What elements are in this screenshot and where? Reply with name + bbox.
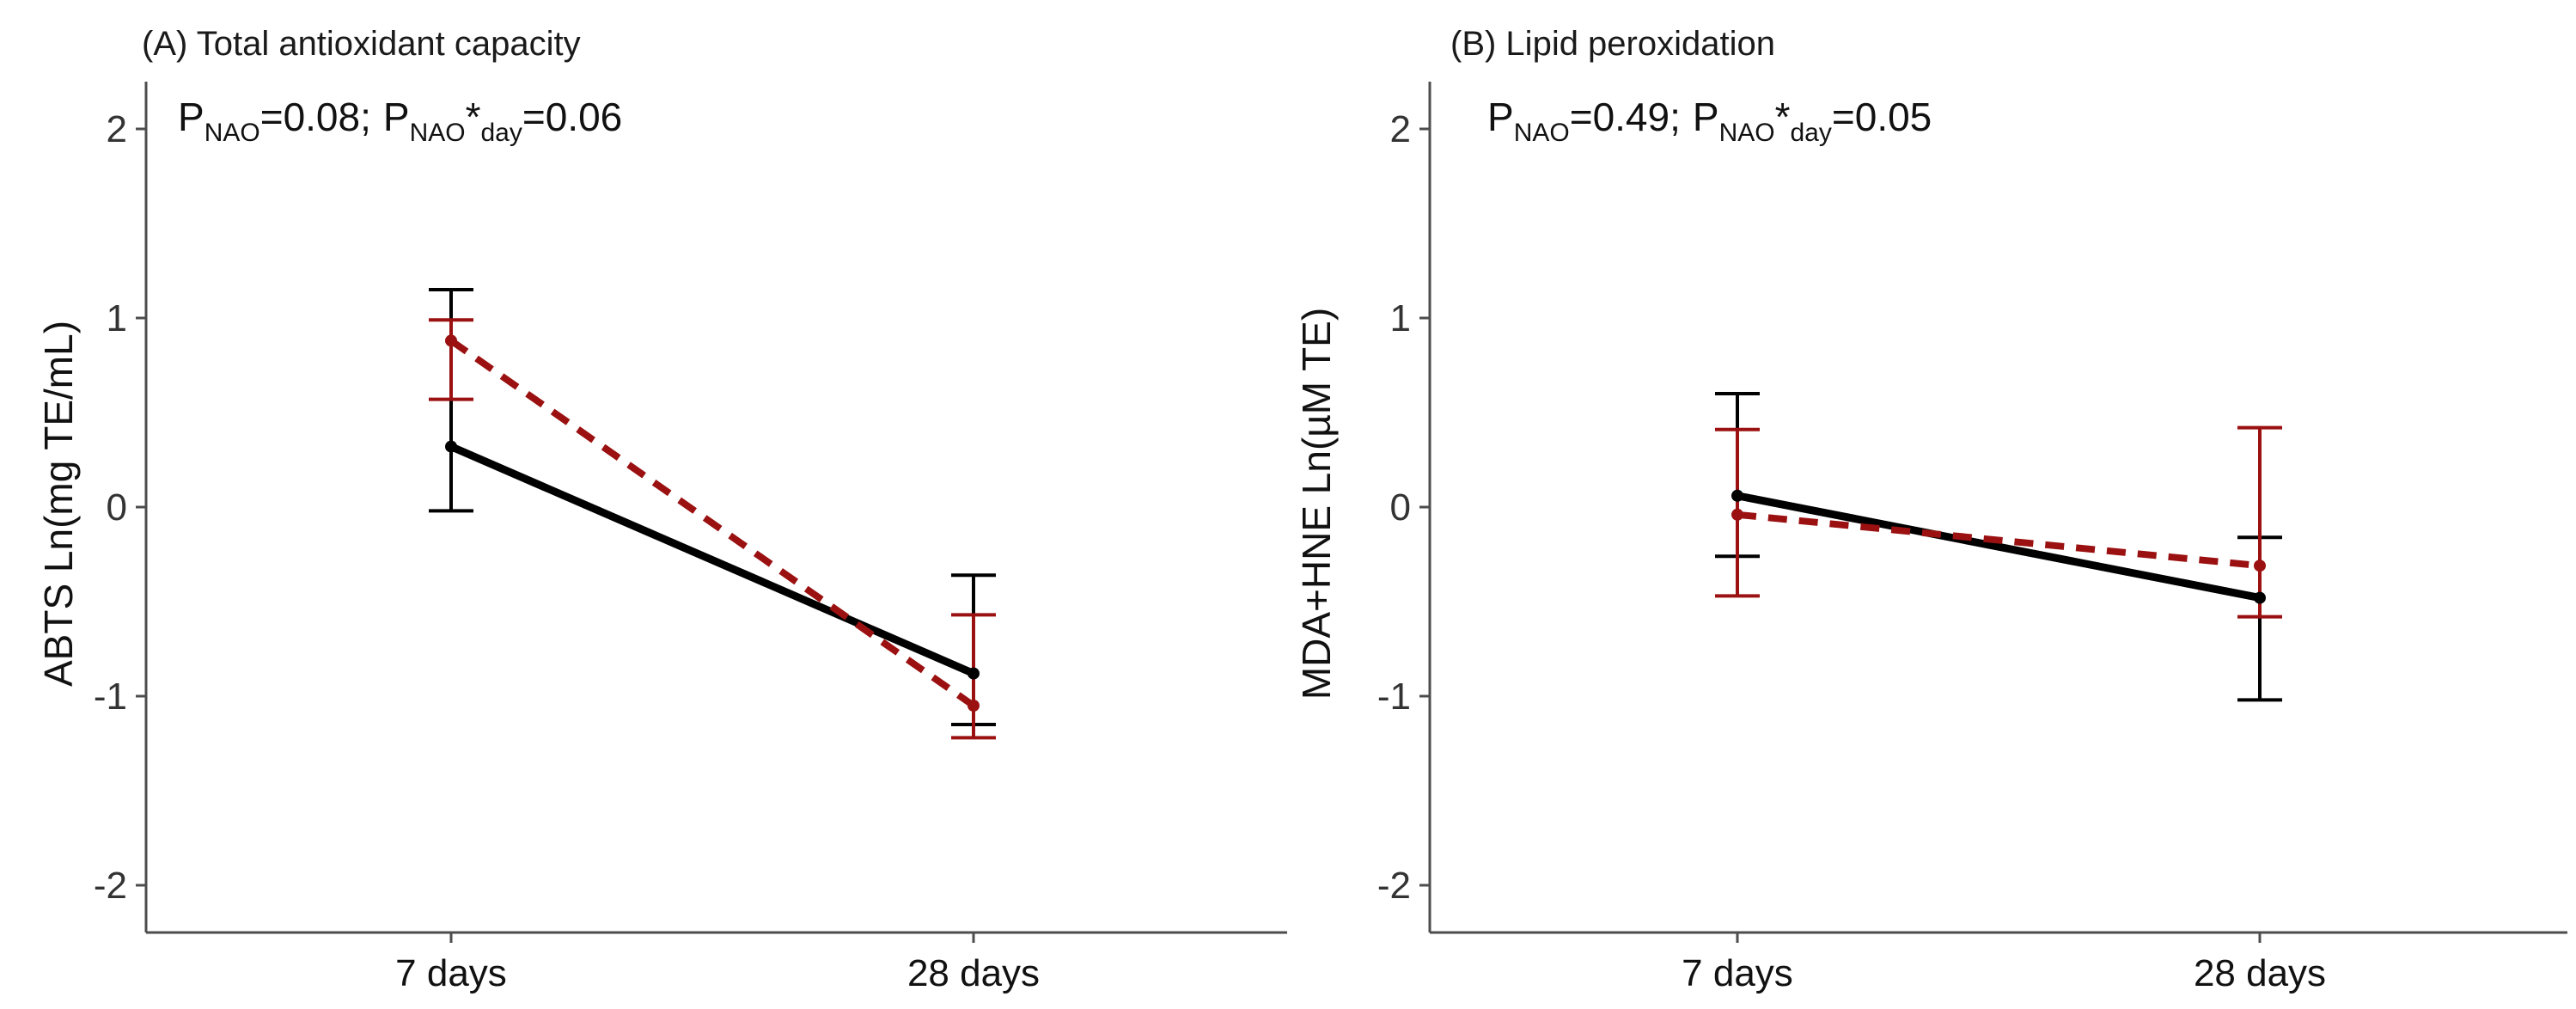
panel-b-x-tick-label: 7 days: [1682, 952, 1793, 994]
panel-a-y-tick-label: 1: [107, 297, 127, 339]
panel-a-p-int-label: P: [383, 95, 410, 139]
panel-b-y-tick-label: -2: [1377, 865, 1411, 907]
panel-b-p-nao-value: =0.49;: [1570, 95, 1681, 139]
panel-b-errorbar-red-dashed: [2237, 425, 2282, 619]
panel-a-point-red-dashed: [968, 700, 980, 712]
panel-a-title: (A) Total antioxidant capacity: [142, 25, 581, 63]
panel-a-x-tick-label: 28 days: [907, 952, 1040, 994]
panel-b-y-tick-label: 1: [1390, 297, 1411, 339]
panel-a-marks: -2 -1 0 1 2 7 days 28 days: [94, 82, 1287, 994]
panel-b-series-line-black-solid: [1737, 492, 2261, 602]
panel-b-p-nao-label: P: [1487, 95, 1514, 139]
panel-b-y-tick-label: 2: [1390, 108, 1411, 150]
panel-b-point-black-solid: [1731, 489, 1743, 502]
panel-a-stats: PNAO=0.08; PNAO*day=0.06: [178, 95, 622, 147]
panel-b-p-int-label: P: [1693, 95, 1719, 139]
panel-a-p-int-sub-b: day: [481, 119, 522, 147]
panel-b-p-int-value: =0.05: [1832, 95, 1932, 139]
panel-a: (A) Total antioxidant capacity PNAO=0.08…: [36, 25, 1287, 994]
panel-b: (B) Lipid peroxidation PNAO=0.49; PNAO*da…: [1294, 25, 2567, 994]
panel-a-p-nao-value: =0.08;: [260, 95, 371, 139]
panel-b-series-line-red-dashed: [1737, 511, 2261, 570]
panel-a-y-tick-label: -2: [94, 865, 127, 907]
panel-a-p-int-star: *: [466, 95, 481, 139]
panel-b-marks: -2 -1 0 1 2 7 days 28 days: [1377, 82, 2567, 994]
panel-b-title: (B) Lipid peroxidation: [1450, 25, 1775, 63]
panel-b-p-nao-sub: NAO: [1514, 119, 1570, 147]
panel-b-p-int-sub-b: day: [1791, 119, 1832, 147]
panel-a-x-tick-label: 7 days: [395, 952, 507, 994]
panel-b-x-tick-label: 28 days: [2194, 952, 2326, 994]
panel-a-series-line-red-dashed: [449, 338, 976, 709]
panel-a-y-tick-label: 0: [107, 486, 127, 529]
panel-b-y-tick-label: -1: [1377, 676, 1411, 718]
panel-a-y-axis-label: ABTS Ln(mg TE/mL): [36, 321, 81, 687]
panel-a-y-tick-label: 2: [107, 108, 127, 150]
panel-b-stats: PNAO=0.49; PNAO*day=0.05: [1487, 95, 1932, 147]
panel-a-series-line-black-solid: [449, 443, 975, 677]
panel-a-errorbar-red-dashed: [429, 318, 473, 401]
panel-a-p-int-value: =0.06: [522, 95, 622, 139]
panel-b-p-int-sub-a: NAO: [1719, 119, 1775, 147]
panel-b-point-red-dashed: [2254, 560, 2266, 572]
panel-a-point-black-solid: [445, 440, 457, 453]
panel-a-point-black-solid: [968, 667, 980, 680]
panel-b-point-red-dashed: [1731, 508, 1743, 521]
panel-b-point-black-solid: [2254, 591, 2266, 604]
panel-a-point-red-dashed: [445, 334, 457, 347]
panel-a-p-nao-label: P: [178, 95, 204, 139]
panel-a-p-int-sub-a: NAO: [410, 119, 466, 147]
panel-a-y-tick-label: -1: [94, 676, 127, 718]
panel-b-p-int-star: *: [1775, 95, 1791, 139]
panel-b-y-axis-label: MDA+HNE Ln(µM TE): [1294, 308, 1339, 700]
panel-b-y-tick-label: 0: [1390, 486, 1411, 529]
panel-a-p-nao-sub: NAO: [204, 119, 260, 147]
